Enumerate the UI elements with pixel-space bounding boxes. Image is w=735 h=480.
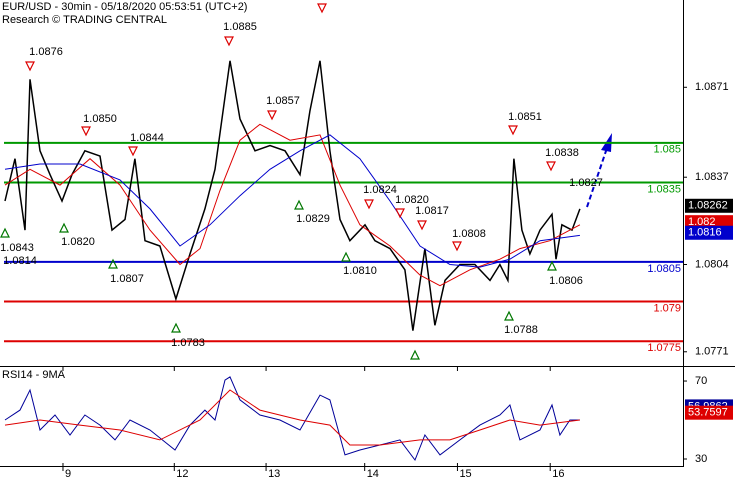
- pivot-marker: [546, 161, 556, 172]
- x-tick-label: 9: [65, 468, 71, 480]
- annotation: 1.0783: [171, 337, 205, 349]
- annotation: 1.0817: [415, 205, 449, 217]
- chart-subtitle: Research © TRADING CENTRAL: [2, 14, 167, 26]
- pivot-marker: [25, 61, 35, 72]
- annotation: 1.0851: [508, 111, 542, 123]
- pivot-marker: [417, 220, 427, 231]
- y-tick-label: 1.0804: [695, 258, 729, 270]
- last-value-label: 1.082: [688, 216, 716, 228]
- x-tick-label: 15: [459, 468, 471, 480]
- last-value-label: 1.0816: [688, 227, 722, 239]
- pivot-marker: [294, 199, 304, 210]
- chart-title: EUR/USD - 30min - 05/18/2020 05:53:51 (U…: [2, 1, 247, 13]
- pivot-marker: [508, 125, 518, 136]
- pivot-marker: [171, 322, 181, 333]
- level-label: 1.0805: [647, 263, 681, 275]
- annotation: 1.0814: [3, 255, 37, 267]
- pivot-marker: [504, 310, 514, 321]
- series-line: [4, 389, 580, 446]
- annotation: 1.0885: [223, 21, 257, 33]
- level-label: 1.0835: [647, 183, 681, 195]
- last-value-box: [685, 405, 733, 420]
- level-label: 1.0775: [647, 342, 681, 354]
- pivot-marker: [224, 36, 234, 47]
- rsi-title: RSI14 - 9MA: [2, 369, 66, 381]
- pivot-marker: [0, 227, 10, 238]
- level-label: 1.085: [653, 144, 681, 156]
- annotation: 1.0838: [545, 147, 579, 159]
- y-tick-label: 1.0771: [695, 346, 729, 358]
- x-tick-label: 13: [268, 468, 280, 480]
- last-value-label: 1.08262: [688, 200, 728, 212]
- y-tick-label: 30: [695, 453, 707, 465]
- pivot-marker: [81, 126, 91, 137]
- annotation: 1.0876: [29, 46, 63, 58]
- last-value-box: [685, 215, 733, 230]
- annotation: 1.0843: [0, 242, 34, 254]
- pivot-marker: [410, 349, 420, 360]
- series-line: [4, 60, 581, 331]
- annotation: 1.0827: [569, 177, 603, 189]
- annotation: 1.0806: [549, 275, 583, 287]
- level-label: 1.079: [653, 302, 681, 314]
- x-tick-label: 12: [176, 468, 188, 480]
- x-tick-label: 16: [552, 468, 564, 480]
- y-tick-label: 1.0871: [695, 81, 729, 93]
- pivot-marker: [267, 110, 277, 121]
- annotation: 1.0788: [504, 324, 538, 336]
- pivot-marker: [547, 260, 557, 271]
- annotation: 1.0820: [61, 236, 95, 248]
- last-value-box: [685, 225, 733, 240]
- y-tick-label: 1.0837: [695, 171, 729, 183]
- annotation: 1.0850: [83, 113, 117, 125]
- pivot-marker: [59, 222, 69, 233]
- forecast-arrow: [586, 147, 608, 208]
- annotation: 1.0807: [110, 273, 144, 285]
- annotation: 1.0810: [343, 265, 377, 277]
- x-tick-label: 14: [367, 468, 379, 480]
- annotation: 1.0829: [296, 213, 330, 225]
- pivot-marker: [364, 199, 374, 210]
- annotation: 1.0808: [452, 228, 486, 240]
- series-line: [4, 376, 580, 462]
- pivot-marker: [341, 251, 351, 262]
- last-value-label: 53.7597: [688, 407, 728, 419]
- pivot-marker: [128, 146, 138, 157]
- pivot-marker: [395, 208, 405, 219]
- annotation: 1.0824: [363, 184, 397, 196]
- annotation: 1.0820: [395, 194, 429, 206]
- series-line: [4, 134, 580, 268]
- annotation: 1.0844: [130, 132, 164, 144]
- last-value-box: [685, 198, 733, 213]
- y-tick-label: 70: [695, 375, 707, 387]
- pivot-marker: [317, 3, 327, 14]
- annotation: 1.0857: [266, 95, 300, 107]
- pivot-marker: [108, 258, 118, 269]
- pivot-marker: [452, 241, 462, 252]
